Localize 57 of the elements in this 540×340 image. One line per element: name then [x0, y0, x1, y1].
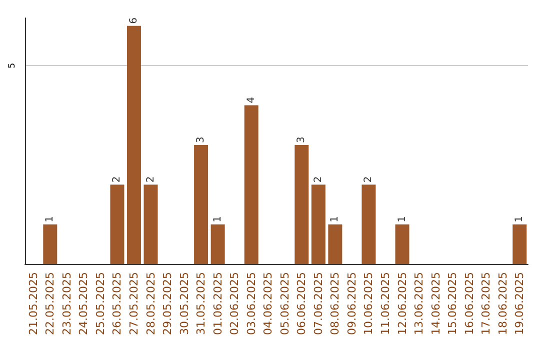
data-label: 1	[396, 216, 408, 222]
bar	[294, 144, 309, 264]
x-tick-label: 16.06.2025	[462, 272, 476, 336]
bar	[512, 224, 527, 264]
x-tick-label: 10.06.2025	[362, 272, 376, 336]
x-tick-label: 11.06.2025	[378, 272, 392, 336]
x-tick-label: 28.05.2025	[144, 272, 158, 336]
x-tick-label: 31.05.2025	[194, 272, 208, 336]
bar	[43, 224, 58, 264]
x-tick-label: 27.05.2025	[127, 272, 140, 336]
x-tick-label: 21.05.2025	[26, 272, 40, 336]
data-label: 2	[145, 176, 156, 183]
data-label: 2	[363, 176, 374, 183]
x-tick-label: 07.06.2025	[312, 272, 325, 336]
data-label: 1	[44, 216, 56, 222]
y-tick-label: 5	[8, 62, 18, 68]
bar	[395, 224, 410, 264]
x-tick-label: 22.05.2025	[44, 272, 57, 336]
bar	[244, 105, 258, 264]
x-tick-label: 01.06.2025	[211, 272, 224, 336]
data-label: 3	[296, 136, 308, 143]
x-tick-label: 02.06.2025	[228, 272, 242, 336]
bar	[210, 224, 225, 264]
bar	[311, 184, 326, 264]
x-tick-label: 06.06.2025	[295, 272, 308, 336]
data-label: 1	[212, 216, 224, 222]
data-label: 1	[330, 216, 341, 222]
data-label: 2	[112, 176, 123, 183]
x-tick-label: 26.05.2025	[110, 272, 124, 336]
bar	[126, 26, 141, 264]
x-tick-label: 04.06.2025	[262, 272, 275, 336]
x-tick-label: 23.05.2025	[60, 272, 74, 336]
data-label: 6	[128, 18, 140, 24]
x-tick-label: 09.06.2025	[345, 272, 358, 336]
x-tick-label: 18.06.2025	[496, 272, 510, 336]
x-tick-label: 08.06.2025	[328, 272, 342, 336]
data-label: 2	[312, 176, 324, 183]
x-tick-label: 25.05.2025	[94, 272, 107, 336]
bar	[144, 184, 158, 264]
bar	[362, 184, 376, 264]
x-tick-label: 13.06.2025	[412, 272, 426, 336]
bar	[328, 224, 342, 264]
bar	[194, 144, 208, 264]
x-tick-label: 24.05.2025	[77, 272, 90, 336]
x-tick-label: 29.05.2025	[161, 272, 174, 336]
x-tick-label: 19.06.2025	[513, 272, 526, 336]
x-tick-label: 14.06.2025	[429, 272, 442, 336]
x-tick-label: 12.06.2025	[396, 272, 409, 336]
x-tick-label: 15.06.2025	[446, 272, 460, 336]
data-label: 1	[514, 216, 526, 222]
data-label: 4	[246, 96, 257, 104]
x-tick-label: 17.06.2025	[480, 272, 493, 336]
bar	[110, 184, 124, 264]
data-label: 3	[196, 136, 207, 143]
x-tick-label: 30.05.2025	[178, 272, 191, 336]
x-tick-label: 03.06.2025	[244, 272, 258, 336]
x-tick-label: 05.06.2025	[278, 272, 292, 336]
